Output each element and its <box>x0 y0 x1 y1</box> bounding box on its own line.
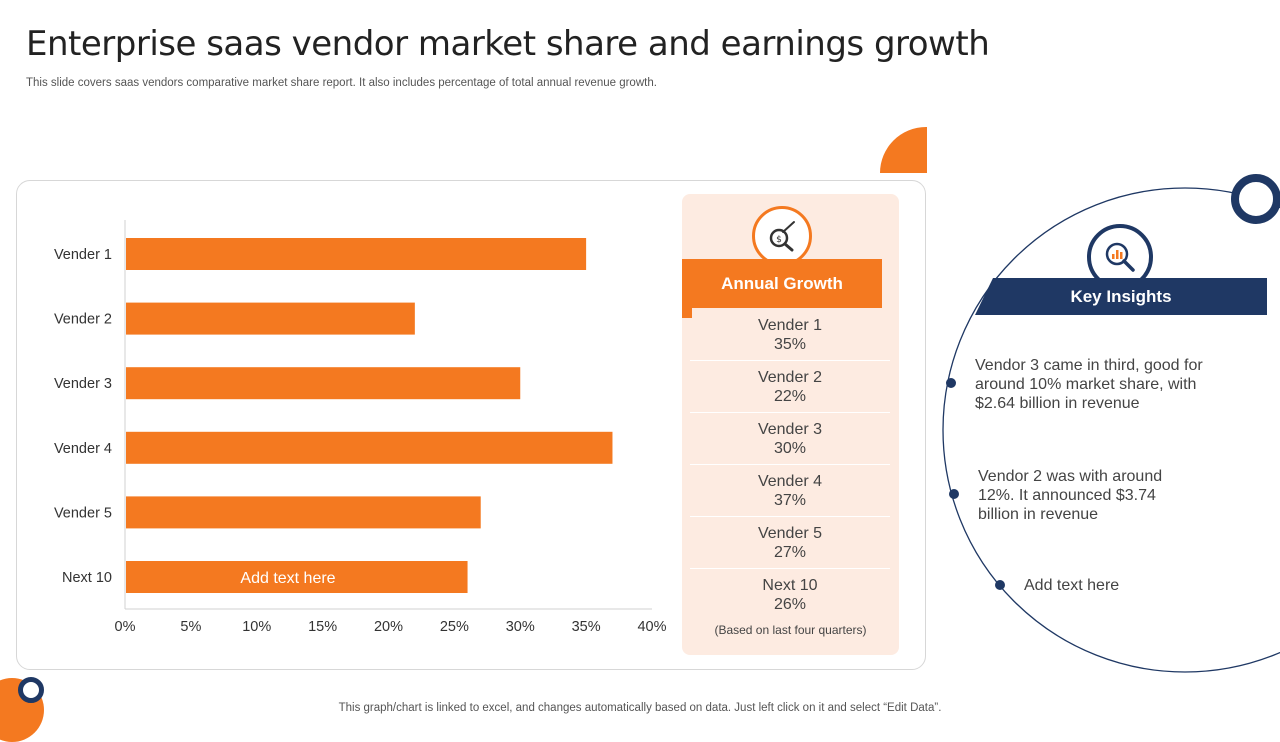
growth-item: Vender 3 30% <box>690 413 890 465</box>
bar[interactable] <box>126 302 415 335</box>
growth-item-name: Vender 5 <box>757 524 823 542</box>
growth-item-name: Vender 3 <box>757 420 823 438</box>
growth-magnifier-icon: $ <box>752 206 812 266</box>
key-insights-title: Key Insights <box>975 278 1267 315</box>
bar-annotation: Add text here <box>240 570 335 587</box>
x-tick-label: 5% <box>180 619 201 635</box>
y-tick-label: Vender 5 <box>54 505 112 521</box>
x-tick-label: 40% <box>637 619 666 635</box>
annual-growth-list: Vender 1 35% Vender 2 22% Vender 3 30% V… <box>690 309 890 620</box>
insight-bullet <box>946 378 956 388</box>
x-tick-label: 35% <box>572 619 601 635</box>
footer-note: This graph/chart is linked to excel, and… <box>338 702 942 714</box>
insight-text: Add text here <box>1024 577 1120 594</box>
growth-item-name: Next 10 <box>762 576 818 594</box>
x-tick-label: 15% <box>308 619 337 635</box>
y-tick-label: Vender 2 <box>54 312 112 328</box>
svg-text:$: $ <box>776 235 782 245</box>
y-tick-label: Vender 3 <box>54 376 112 392</box>
bar[interactable] <box>126 238 587 270</box>
growth-item-value: 37% <box>773 491 807 509</box>
x-tick-label: 0% <box>115 619 136 635</box>
page-title: Enterprise saas vendor market share and … <box>26 24 990 64</box>
bar[interactable] <box>126 431 613 464</box>
growth-item-name: Vender 2 <box>757 368 823 386</box>
bar[interactable] <box>126 561 468 593</box>
x-tick-label: 10% <box>242 619 271 635</box>
x-tick-label: 25% <box>440 619 469 635</box>
growth-item-name: Vender 4 <box>757 472 823 490</box>
x-tick-label: 20% <box>374 619 403 635</box>
growth-item-value: 22% <box>773 387 807 405</box>
growth-item-value: 26% <box>773 595 807 613</box>
insight-text: Vendor 3 came in third, good for around … <box>975 357 1203 412</box>
page-subtitle: This slide covers saas vendors comparati… <box>26 77 657 89</box>
insight-bullet <box>995 580 1005 590</box>
bar[interactable] <box>126 496 481 529</box>
y-tick-label: Vender 4 <box>54 441 112 457</box>
x-tick-label: 30% <box>506 619 535 635</box>
insight-text: Vendor 2 was with around 12%. It announc… <box>978 468 1163 523</box>
growth-item-value: 27% <box>773 543 807 561</box>
y-tick-label: Next 10 <box>62 570 112 586</box>
growth-note: (Based on last four quarters) <box>714 623 867 637</box>
growth-item: Vender 1 35% <box>690 309 890 361</box>
y-tick-label: Vender 1 <box>54 247 112 263</box>
decorative-ring <box>1231 174 1280 224</box>
decorative-corner-ring <box>18 677 44 703</box>
growth-item-name: Vender 1 <box>757 316 823 334</box>
growth-item-value: 30% <box>773 439 807 457</box>
growth-item: Vender 2 22% <box>690 361 890 413</box>
insight-bullet <box>949 489 959 499</box>
growth-item: Next 10 26% <box>690 569 890 620</box>
market-share-bar-chart[interactable]: Vender 1 Vender 2 Vender 3 Vender 4 Vender 5… <box>0 0 1280 720</box>
annual-growth-title: Annual Growth <box>682 259 882 318</box>
growth-item: Vender 5 27% <box>690 517 890 569</box>
bar[interactable] <box>126 367 521 400</box>
growth-item: Vender 4 37% <box>690 465 890 517</box>
growth-item-value: 35% <box>773 335 807 353</box>
